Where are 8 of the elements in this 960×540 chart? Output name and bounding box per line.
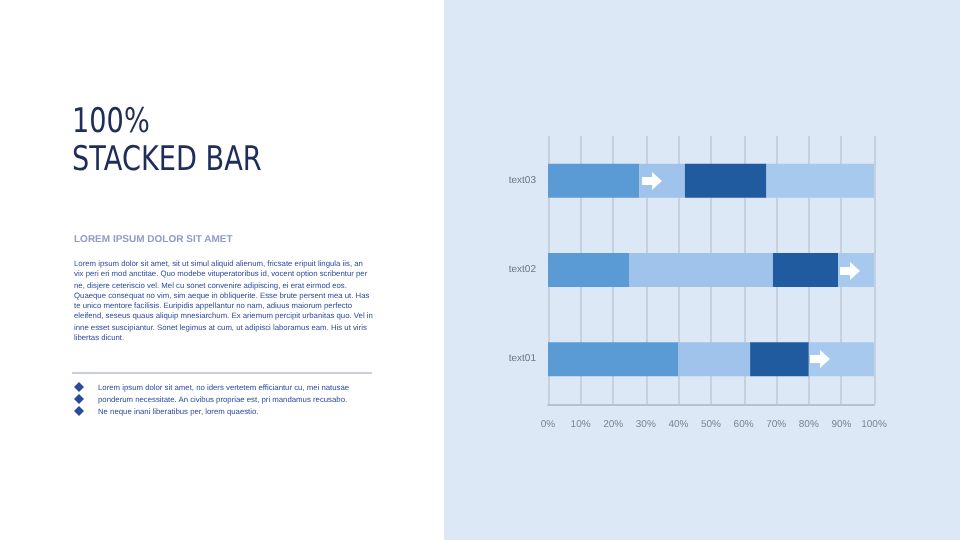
bar <box>684 163 767 198</box>
bar <box>766 163 874 198</box>
text: 100% STACKED BAR <box>72 102 264 180</box>
bar <box>548 342 679 377</box>
bar <box>678 342 751 377</box>
bar <box>808 342 874 377</box>
bar <box>548 253 630 287</box>
bar <box>629 253 773 287</box>
